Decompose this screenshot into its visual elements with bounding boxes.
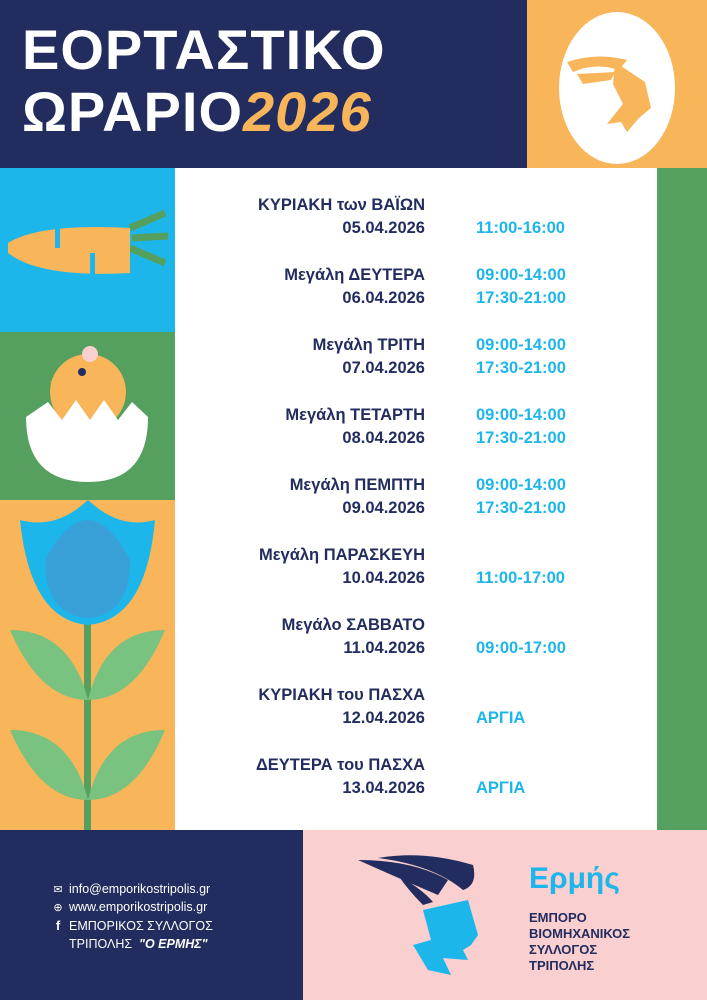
hours: ΑΡΓΙΑ	[476, 709, 526, 727]
carrot-tile	[0, 168, 175, 332]
schedule-row: ΚΥΡΙΑΚΗ των ΒΑΪΩΝ 05.04.2026 11:00-16:00	[175, 194, 657, 240]
schedule-panel: ΚΥΡΙΑΚΗ των ΒΑΪΩΝ 05.04.2026 11:00-16:00 Μ…	[175, 168, 657, 830]
schedule-row: Μεγάλη ΤΡΙΤΗ 07.04.2026 09:00-14:00 17:30-2…	[175, 334, 657, 380]
hermes-logo-icon	[358, 855, 478, 975]
schedule-row: ΔΕΥΤΕΡΑ του ΠΑΣΧΑ 13.04.2026 ΑΡΓΙΑ	[175, 754, 657, 800]
day-date: 07.04.2026	[342, 359, 425, 377]
schedule-row: Μεγάλο ΣΑΒΒΑΤΟ 11.04.2026 09:00-17:00	[175, 614, 657, 660]
hours: 17:30-21:00	[476, 429, 566, 447]
header: ΕΟΡΤΑΣΤΙΚΟ ΩΡΑΡΙΟ2026	[0, 0, 527, 168]
green-strip	[657, 168, 707, 830]
facebook-icon: f	[55, 918, 61, 933]
hours: 09:00-17:00	[476, 639, 566, 657]
logo-name: Ερμής	[529, 862, 620, 895]
schedule-row: Μεγάλη ΔΕΥΤΕΡΑ 06.04.2026 09:00-14:00 17:30…	[175, 264, 657, 310]
egg-hermes-icon	[559, 12, 675, 164]
hours: ΑΡΓΙΑ	[476, 779, 526, 797]
schedule-row: Μεγάλη ΤΕΤΑΡΤΗ 08.04.2026 09:00-14:00 17:30…	[175, 404, 657, 450]
day-date: 12.04.2026	[342, 709, 425, 727]
title-year: 2026	[243, 80, 372, 143]
day-name: ΔΕΥΤΕΡΑ του ΠΑΣΧΑ	[255, 756, 425, 774]
hours: 17:30-21:00	[476, 499, 566, 517]
day-name: Μεγάλη ΠΑΡΑΣΚΕΥΗ	[258, 546, 425, 564]
hours: 17:30-21:00	[476, 359, 566, 377]
day-name: Μεγάλη ΤΡΙΤΗ	[312, 336, 425, 354]
hours: 09:00-14:00	[476, 266, 566, 284]
day-name: Μεγάλη ΤΕΤΑΡΤΗ	[285, 406, 425, 424]
day-date: 08.04.2026	[342, 429, 425, 447]
title-line2: ΩΡΑΡΙΟ	[22, 80, 244, 143]
logo-text: ΕΜΠΟΡΟ ΒΙΟΜΗΧΑΝΙΚΟΣ ΣΥΛΛΟΓΟΣ ΤΡΙΠΟΛΗΣ	[529, 910, 631, 973]
schedule-row: Μεγάλη ΠΑΡΑΣΚΕΥΗ 10.04.2026 11:00-17:00	[175, 544, 657, 590]
website-link[interactable]: ⊕ www.emporikostripolis.gr	[52, 898, 207, 917]
hours: 09:00-14:00	[476, 476, 566, 494]
schedule-row: ΚΥΡΙΑΚΗ του ΠΑΣΧΑ 12.04.2026 ΑΡΓΙΑ	[175, 684, 657, 730]
day-name: Μεγάλο ΣΑΒΒΑΤΟ	[281, 616, 425, 634]
day-date: 11.04.2026	[343, 639, 425, 657]
hours: 11:00-17:00	[476, 569, 565, 587]
day-name: ΚΥΡΙΑΚΗ του ΠΑΣΧΑ	[258, 686, 425, 704]
carrot-icon	[8, 209, 169, 275]
day-name: Μεγάλη ΔΕΥΤΕΡΑ	[284, 266, 425, 284]
day-date: 05.04.2026	[342, 219, 425, 237]
email-link[interactable]: ✉ info@emporikostripolis.gr	[52, 880, 210, 899]
day-date: 09.04.2026	[342, 499, 425, 517]
hours: 09:00-14:00	[476, 336, 566, 354]
globe-icon: ⊕	[53, 902, 63, 914]
mail-icon: ✉	[53, 884, 63, 896]
hours: 17:30-21:00	[476, 289, 566, 307]
title-line1: ΕΟΡΤΑΣΤΙΚΟ	[22, 18, 386, 81]
facebook-link[interactable]: f ΕΜΠΟΡΙΚΟΣ ΣΥΛΛΟΓΟΣ ΤΡΙΠΟΛΗΣ "Ο ΕΡΜΗΣ"	[52, 917, 213, 953]
day-name: Μεγάλη ΠΕΜΠΤΗ	[289, 476, 425, 494]
day-date: 06.04.2026	[342, 289, 425, 307]
schedule-row: Μεγάλη ΠΕΜΠΤΗ 09.04.2026 09:00-14:00 17:30-…	[175, 474, 657, 520]
egg-panel	[527, 0, 707, 168]
tulip-icon	[10, 500, 165, 830]
hours: 09:00-14:00	[476, 406, 566, 424]
hours: 11:00-16:00	[476, 219, 565, 237]
logo-panel: Ερμής ΕΜΠΟΡΟ ΒΙΟΜΗΧΑΝΙΚΟΣ ΣΥΛΛΟΓΟΣ ΤΡΙΠΟΛΗΣ	[303, 830, 707, 1000]
chick-egg-icon	[26, 346, 148, 482]
tulip-tile	[0, 500, 175, 830]
chick-tile	[0, 332, 175, 500]
day-name: ΚΥΡΙΑΚΗ των ΒΑΪΩΝ	[257, 196, 425, 214]
day-date: 13.04.2026	[342, 779, 425, 797]
day-date: 10.04.2026	[342, 569, 425, 587]
contact-panel: ✉ info@emporikostripolis.gr ⊕ www.emporiko…	[0, 830, 303, 1000]
